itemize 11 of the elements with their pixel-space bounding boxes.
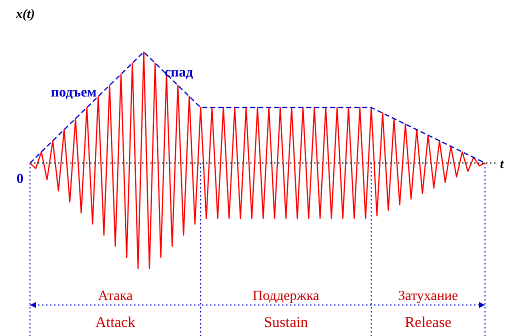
text: Поддержка [252, 289, 320, 304]
text: Release [404, 315, 452, 331]
text: 0 [16, 172, 24, 187]
text: Затухание [398, 289, 458, 304]
text: Sustain [264, 315, 309, 331]
annotation: подъем [50, 85, 98, 100]
y-axis-title: x(t) [15, 6, 35, 21]
text: Attack [95, 315, 136, 331]
annotation: спад [164, 65, 193, 80]
x-axis-title: t [500, 156, 504, 171]
text: Атака [98, 289, 134, 304]
